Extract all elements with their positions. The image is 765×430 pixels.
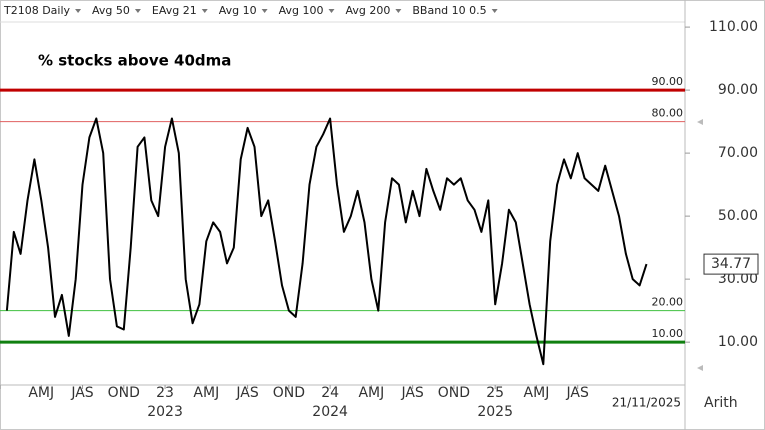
x-year-label: 2025	[477, 404, 513, 420]
x-tick-label: 23	[156, 385, 174, 401]
x-tick-label: OND	[273, 385, 305, 401]
x-tick-label: JAS	[400, 385, 423, 401]
x-tick-label: AMJ	[193, 385, 219, 401]
y-tick-label: 90.00	[718, 82, 758, 98]
scale-label: Arith	[704, 395, 738, 411]
dropdown-arrow	[328, 9, 335, 13]
x-tick-label: OND	[108, 385, 140, 401]
x-tick-label: AMJ	[358, 385, 384, 401]
y-tick-label: 30.00	[718, 271, 758, 287]
x-tick-label: JAS	[566, 385, 589, 401]
x-tick-label: JAS	[235, 385, 258, 401]
indicator-label: BBand 10 0.5	[412, 4, 486, 17]
y-tick-label: 70.00	[718, 145, 758, 161]
last-date-label: 21/11/2025	[612, 396, 681, 410]
dropdown-arrow	[201, 9, 208, 13]
x-tick-label: 24	[321, 385, 339, 401]
axis-marker	[697, 119, 703, 125]
x-tick-label: JAS	[70, 385, 93, 401]
dropdown-arrow	[134, 9, 141, 13]
indicator-label: Avg 50	[92, 4, 130, 17]
x-tick-label: AMJ	[524, 385, 550, 401]
last-value-label: 34.77	[711, 256, 751, 272]
y-tick-label: 10.00	[718, 334, 758, 350]
y-tick-label: 110.00	[709, 19, 758, 35]
level-label: 80.00	[652, 107, 684, 120]
indicator-label: Avg 10	[219, 4, 257, 17]
indicator-label: EAvg 21	[152, 4, 197, 17]
dropdown-arrow	[261, 9, 268, 13]
chart-title: % stocks above 40dma	[38, 52, 231, 70]
y-tick-label: 50.00	[718, 208, 758, 224]
dropdown-arrow	[75, 9, 82, 13]
dropdown-arrow	[395, 9, 402, 13]
indicator-label: Avg 200	[346, 4, 391, 17]
last-value-box	[703, 253, 759, 275]
level-label: 90.00	[652, 75, 684, 88]
level-label: 20.00	[652, 296, 684, 309]
data-line	[5, 117, 648, 366]
axis-marker	[697, 365, 703, 371]
x-tick-label: 25	[486, 385, 504, 401]
level-label: 10.00	[652, 327, 684, 340]
x-tick-label: AMJ	[28, 385, 54, 401]
dropdown-arrow	[491, 9, 498, 13]
x-year-label: 2023	[147, 404, 183, 420]
x-tick-label: OND	[438, 385, 470, 401]
x-year-label: 2024	[312, 404, 348, 420]
indicator-label: Avg 100	[279, 4, 324, 17]
indicator-label: T2108 Daily	[3, 4, 71, 17]
